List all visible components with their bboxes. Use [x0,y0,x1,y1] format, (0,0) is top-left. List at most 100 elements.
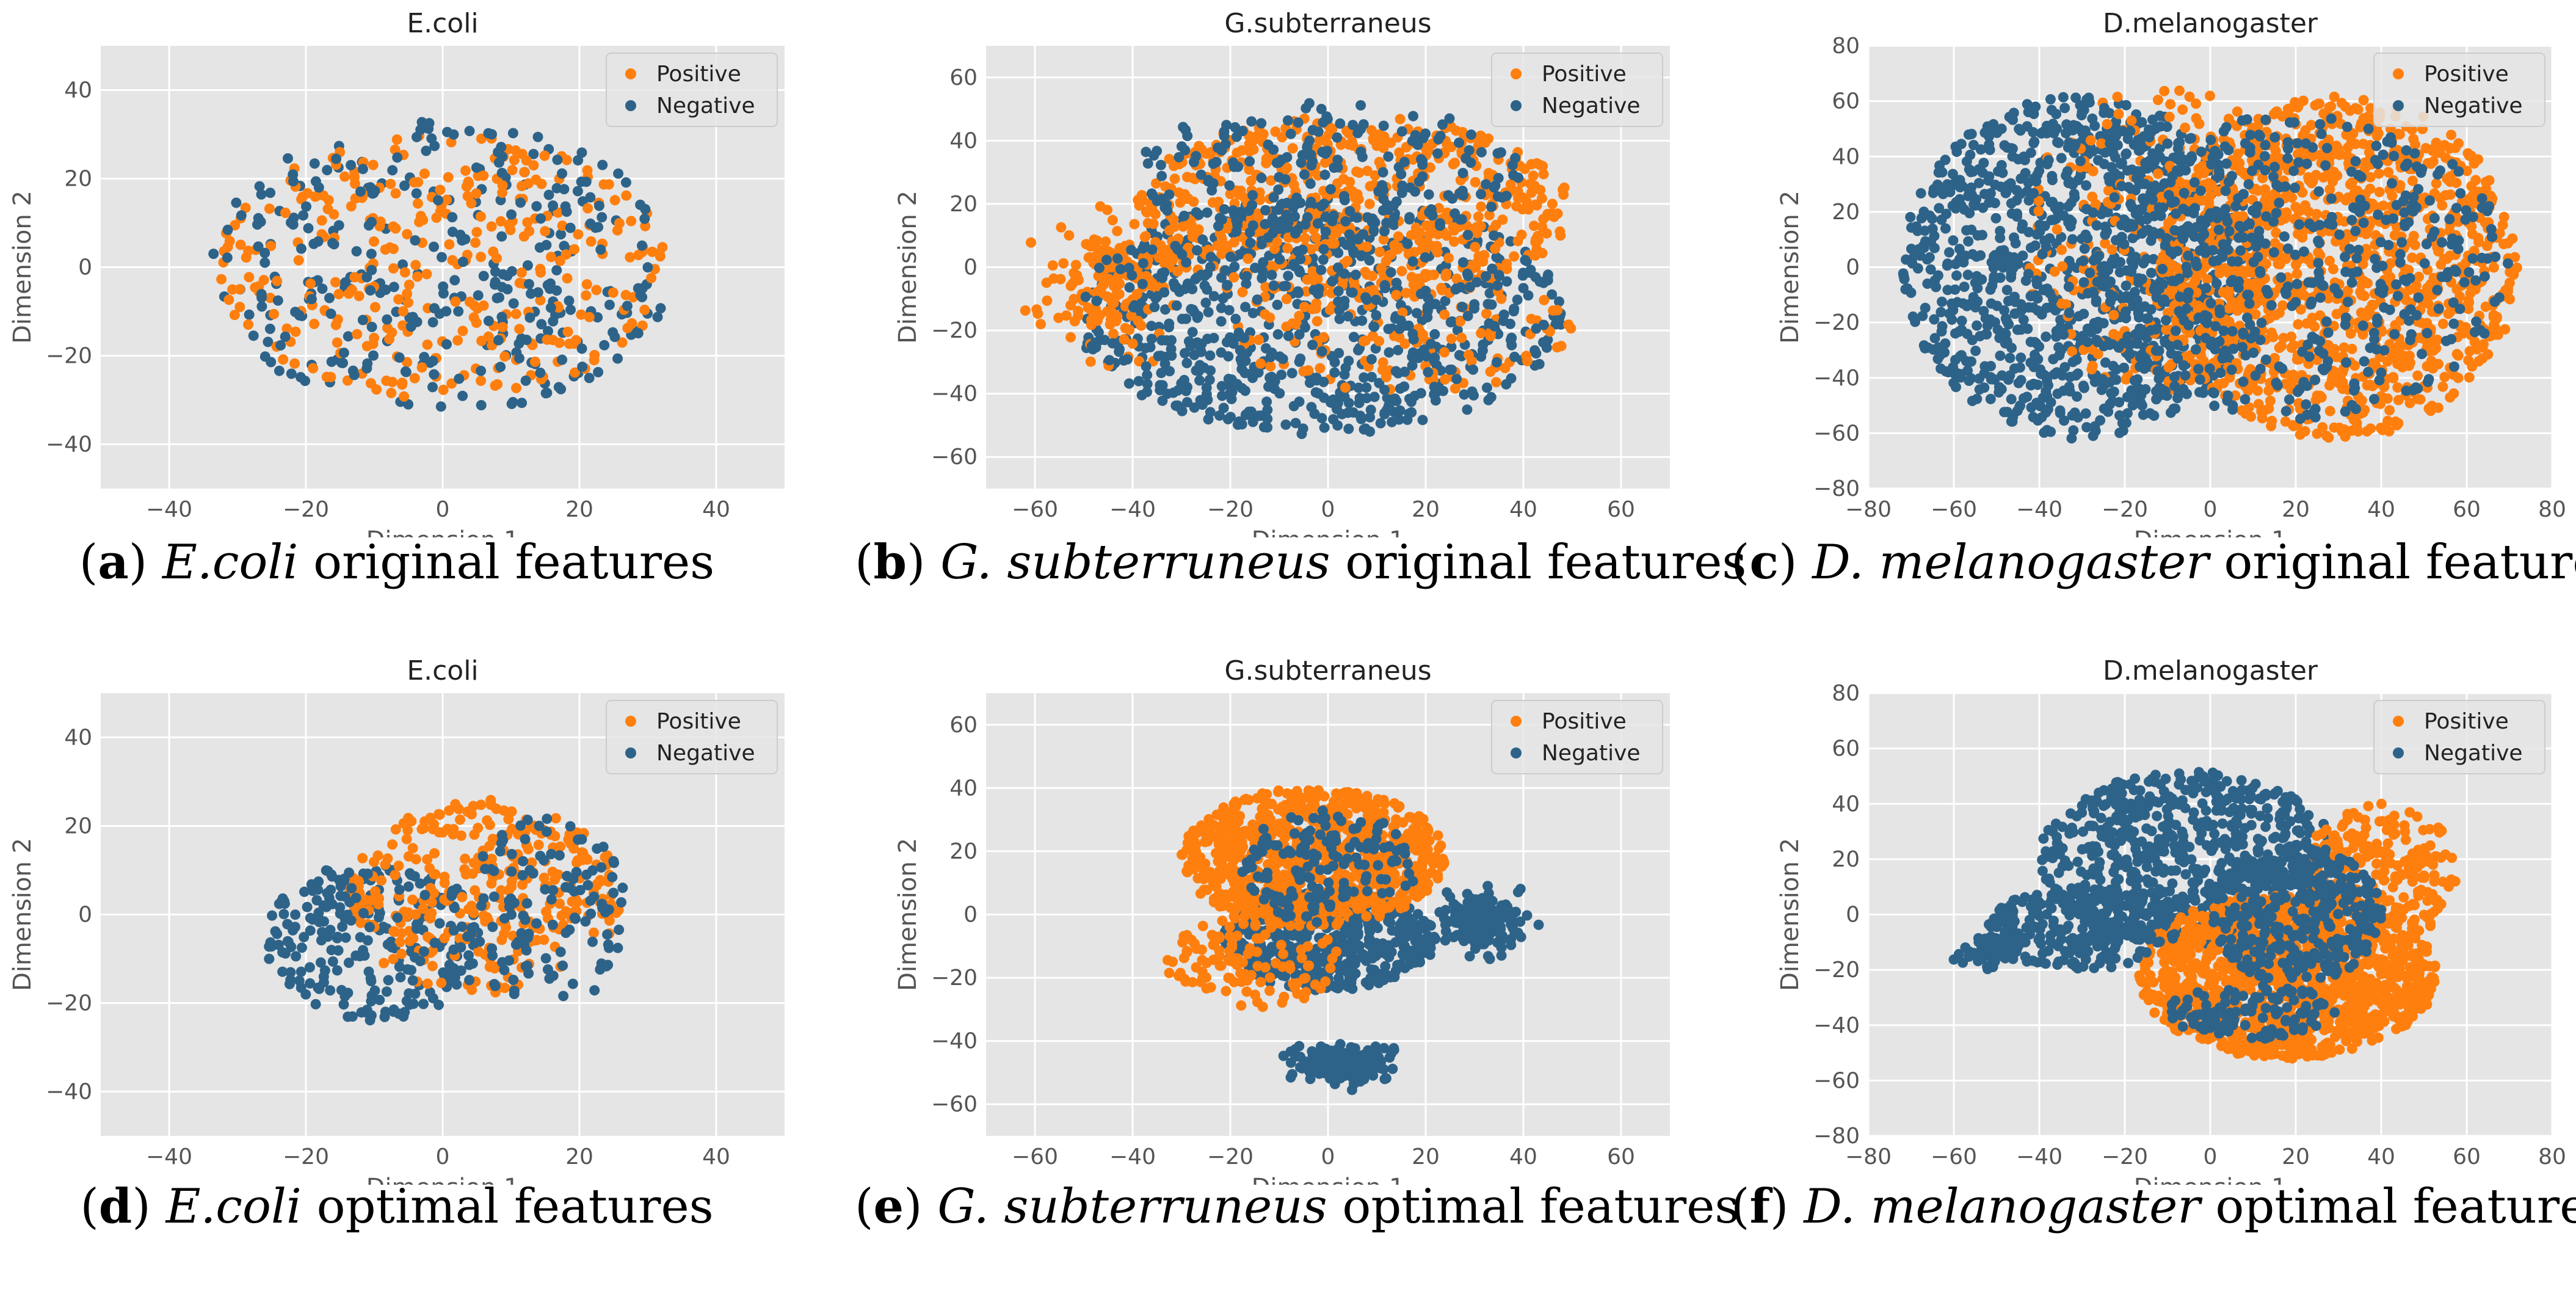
negative-point [1972,271,1983,282]
negative-point [1301,103,1312,114]
positive-point [2230,390,2241,401]
positive-point [1439,347,1450,358]
negative-point [1418,344,1429,355]
positive-point [385,178,396,189]
positive-point [1473,211,1484,222]
positive-point [2232,106,2243,117]
negative-point [2014,123,2025,134]
negative-point [1469,303,1479,314]
positive-point [2464,372,2475,383]
positive-point [2414,271,2425,282]
negative-point [208,249,219,260]
positive-point [1509,251,1520,262]
negative-point [1199,280,1210,291]
positive-point [609,195,620,206]
positive-point [330,319,341,330]
positive-point [1360,335,1371,346]
negative-point [1263,381,1274,392]
positive-point [240,202,251,213]
negative-point [1180,347,1190,358]
negative-point [1410,186,1421,197]
negative-point [1910,316,1921,327]
positive-point [1085,356,1096,367]
positive-point [390,223,401,234]
positive-point [2274,259,2285,269]
negative-point [551,285,562,296]
negative-point [453,306,464,317]
positive-point [2445,392,2456,403]
positive-point [1160,181,1171,192]
positive-point [1555,226,1566,237]
negative-point [286,217,296,228]
negative-point [1432,148,1443,159]
positive-point [2264,313,2275,324]
negative-point [1272,299,1283,310]
positive-point [553,302,564,313]
positive-point [1151,178,1161,189]
positive-point [413,176,424,187]
negative-point [1178,211,1189,221]
negative-point [1225,380,1236,391]
negative-point [1156,267,1167,278]
negative-point [380,285,391,295]
negative-point [2147,114,2158,125]
negative-point [1407,256,1418,267]
negative-point [1465,158,1476,168]
negative-point [441,339,452,350]
negative-point [1305,197,1316,208]
negative-point [551,183,562,194]
positive-point [2159,85,2170,96]
negative-point [457,256,468,267]
positive-point [2353,104,2364,115]
negative-point [448,129,459,140]
positive-point [2411,280,2422,291]
negative-point [2013,377,2024,388]
negative-point [1459,389,1470,400]
positive-point [2360,244,2371,255]
positive-point [470,237,481,248]
positive-point [1421,220,1432,231]
negative-point [1399,156,1410,167]
caption-b: (b) G. subterruneus original features [855,534,1747,590]
negative-point [1208,291,1219,302]
negative-point [1489,182,1500,193]
positive-point [626,216,637,227]
positive-point [637,320,648,331]
positive-point [2277,300,2288,311]
negative-point [1478,339,1489,350]
negative-point [1429,352,1440,363]
positive-point [1073,305,1084,316]
positive-point [2335,373,2346,384]
negative-point [1934,203,1945,214]
positive-point [2161,324,2172,335]
negative-point [1197,235,1208,245]
negative-point [1506,335,1516,346]
positive-point [2092,349,2103,360]
positive-point [2311,209,2322,220]
positive-point [2191,98,2202,109]
negative-point [346,159,357,170]
negative-point [1152,145,1163,156]
positive-point [1070,260,1081,271]
positive-point [2390,320,2401,330]
positive-point [2202,274,2213,285]
negative-point [612,353,623,364]
negative-point [1942,258,1953,269]
y-tick-label: 0 [963,255,978,280]
positive-point [1026,237,1036,248]
positive-point [2198,355,2209,366]
positive-point [1451,273,1462,284]
chart-title: E.coli [407,8,478,39]
negative-point [1348,245,1359,256]
negative-point [556,229,567,240]
negative-point [1194,360,1205,371]
negative-point [1272,329,1283,340]
negative-point [283,153,293,164]
positive-point [1484,209,1495,220]
positive-point [2431,178,2442,189]
negative-point [410,235,421,246]
negative-point [1246,116,1257,127]
positive-point [1367,271,1377,282]
positive-point [244,272,255,283]
negative-point [1351,212,1362,223]
